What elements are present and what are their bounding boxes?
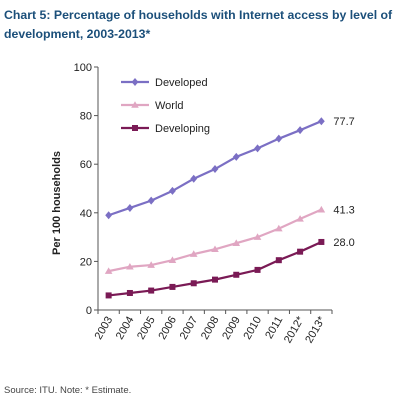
x-tick-label: 2006 [156,315,179,342]
data-point-world [253,233,262,240]
data-point-world [296,215,304,222]
end-label-developing: 28.0 [333,237,354,249]
data-point-world [232,239,241,246]
chart-series: 77.7 41.3 28.0 [104,116,355,299]
data-point-world [168,256,177,263]
end-label-developed: 77.7 [333,116,354,128]
data-point-world [147,261,155,268]
x-tick-label: 2012* [282,314,307,346]
x-tick-label: 2009 [220,315,243,342]
series-world: 41.3 [104,205,355,274]
data-point-developed [169,186,176,195]
data-point-developed [254,144,261,153]
legend-swatch-marker [132,125,138,131]
legend-item-developed: Developed [121,77,208,89]
series-developing: 28.0 [105,237,355,299]
data-point-world [104,267,113,274]
chart-title: Chart 5: Percentage of households with I… [4,8,393,41]
data-point-developing [318,238,325,245]
legend-item-developing: Developing [121,123,210,135]
data-point-developing [254,266,261,273]
data-point-developed [105,211,113,220]
chart-axes: 0 20 40 60 80 100 2003200420052006200720082009… [74,62,333,346]
legend-swatch-marker [131,101,139,108]
legend-swatch-marker [131,78,139,86]
chart-legend: Developed World Developing [121,77,210,135]
y-tick-label: 100 [74,62,92,74]
x-tick-label: 2007 [178,315,201,342]
data-point-developed [296,126,304,135]
y-tick-label: 80 [80,111,92,123]
x-tick-label: 2010 [242,315,265,342]
series-developed: 77.7 [105,116,355,220]
data-point-developed [275,134,283,143]
source-note: Source: ITU. Note: * Estimate. [4,385,132,396]
end-label-world: 41.3 [333,205,354,217]
data-point-developing [105,292,112,299]
data-point-developing [275,257,282,264]
x-tick-label: 2013* [303,314,328,346]
data-point-world [189,250,198,257]
x-tick-label: 2004 [114,315,137,342]
x-tick-label: 2011 [263,315,285,341]
x-tick-label: 2003 [93,315,116,342]
data-point-developing [169,283,176,290]
data-point-world [211,245,219,253]
legend-label: World [155,100,184,112]
data-point-developing [212,276,218,283]
data-point-developed [232,152,240,161]
y-tick-label: 0 [86,305,92,317]
series-line-world [108,208,322,273]
y-tick-label: 40 [80,208,92,220]
y-tick-label: 60 [80,159,92,171]
x-tick-label: 2005 [135,315,158,342]
legend-label: Developed [155,77,208,89]
data-point-developing [233,271,240,278]
y-tick-label: 20 [80,256,92,268]
x-tick-label: 2008 [199,315,222,342]
legend-label: Developing [155,123,210,135]
data-point-developing [148,287,155,294]
data-point-developing [190,280,197,287]
data-point-developing [297,248,304,255]
data-point-developed [317,117,325,126]
data-point-developing [126,289,133,296]
data-point-world [126,262,134,270]
data-point-developed [126,203,134,212]
data-point-developed [147,196,155,205]
data-point-world [317,205,326,213]
data-point-developed [211,165,219,174]
data-point-world [275,224,283,232]
y-axis-title: Per 100 households [51,151,63,255]
data-point-developed [190,174,198,183]
legend-item-world: World [121,100,184,112]
